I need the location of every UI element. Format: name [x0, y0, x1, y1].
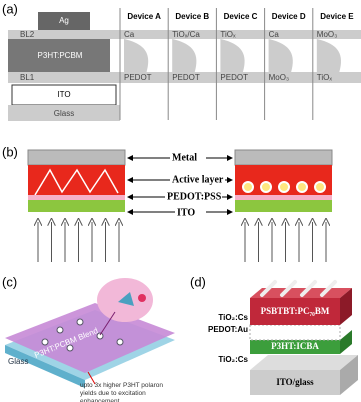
device-name: Device C — [224, 12, 258, 21]
layer-label: PEDOT:PSS — [167, 191, 222, 202]
note: upto 3x higher P3HT polaron yields due t… — [80, 382, 163, 402]
polaron — [138, 294, 146, 302]
layer-label: BL2 — [20, 30, 35, 39]
layer-label: Glass — [54, 109, 74, 118]
top-layer: Ca — [269, 30, 280, 39]
devices: Device A Ca PEDOT Device B TiOₓ/Ca PEDOT Devic… — [119, 8, 354, 120]
bottom-layer: PEDOT — [124, 73, 152, 82]
layer — [250, 340, 340, 354]
layer — [8, 72, 361, 83]
particles — [41, 318, 124, 352]
substrate-side — [340, 355, 358, 395]
layer — [234, 149, 333, 166]
layer-label: Ag — [59, 16, 69, 25]
panel-label: (a) — [2, 1, 18, 16]
layer-label: PEDOT:Au — [208, 325, 248, 334]
profile — [268, 39, 293, 72]
layer-label: Active layer — [172, 174, 224, 185]
layer — [28, 200, 125, 212]
bottom-layer: TiOₓ — [317, 73, 333, 82]
layer-label: BL1 — [20, 73, 35, 82]
substrate-top — [250, 355, 358, 370]
nanoparticles — [242, 181, 326, 193]
device-name: Device A — [127, 12, 161, 21]
layer-side — [340, 288, 352, 325]
profile — [172, 39, 197, 72]
profile — [220, 39, 245, 72]
panel-c: (c) P3HT:PCBM Blend Glass upto 3x higher… — [2, 274, 175, 402]
layer-label: Metal — [172, 152, 197, 163]
layer-label: P3HT:PCBM — [38, 51, 83, 60]
top-layer: TiOₓ — [220, 30, 236, 39]
layer — [235, 195, 332, 200]
layer — [8, 39, 110, 72]
bottom-layer: PEDOT — [172, 73, 200, 82]
light-arrows — [38, 222, 326, 262]
pointers — [127, 155, 233, 215]
profile — [124, 39, 149, 72]
substrate — [250, 370, 340, 395]
layer — [8, 105, 120, 121]
profile — [316, 39, 342, 72]
layer-label: ITO — [57, 90, 70, 99]
panel-d: (d) PSBTBT:PC₇₀BM TiO₂:Cs PEDOT:Au P3HT:… — [190, 274, 358, 395]
panel-b: (b) Metal Active layer PEDOT:PSS ITO — [2, 144, 333, 262]
top-layer: TiOₓ/Ca — [172, 30, 200, 39]
panel-label: (c) — [2, 274, 17, 289]
glass-edge — [5, 345, 85, 388]
glass-label: Glass — [8, 357, 28, 366]
top-layer: Ca — [124, 30, 135, 39]
panel-label: (d) — [190, 274, 206, 289]
layer-label: ITO — [177, 207, 195, 218]
layer — [38, 12, 90, 30]
bottom-layer: PEDOT — [220, 73, 248, 82]
pointer — [87, 371, 96, 385]
layer — [235, 200, 332, 212]
note-box: upto 3x higher P3HT polaron yields due t… — [80, 382, 163, 402]
connector — [99, 311, 116, 336]
molecule — [118, 292, 134, 306]
layer-label: ITO/glass — [276, 377, 314, 387]
device-name: Device B — [175, 12, 209, 21]
structure — [34, 168, 119, 196]
layer-label: TiO₂:Cs — [218, 313, 248, 322]
layer — [28, 195, 125, 200]
panel-label: (b) — [2, 144, 18, 159]
layer-side — [340, 330, 352, 354]
electrodes — [260, 280, 337, 297]
layer-label: PSBTBT:PC₇₀BM — [261, 306, 330, 316]
panel-a: (a) Ag BL2 P3HT:PCBM BL1 ITO Glass Devic… — [2, 1, 361, 121]
layer — [27, 149, 126, 166]
top-layer: MoO₃ — [317, 30, 338, 39]
layer-label: TiO₂:Cs — [218, 355, 248, 364]
layer — [249, 324, 341, 341]
layer — [250, 298, 340, 325]
layer — [8, 30, 361, 39]
layer-label: P3HT:ICBA — [271, 341, 319, 351]
device-name: Device E — [320, 12, 354, 21]
bottom-layer: MoO₃ — [269, 73, 290, 82]
device-name: Device D — [272, 12, 306, 21]
